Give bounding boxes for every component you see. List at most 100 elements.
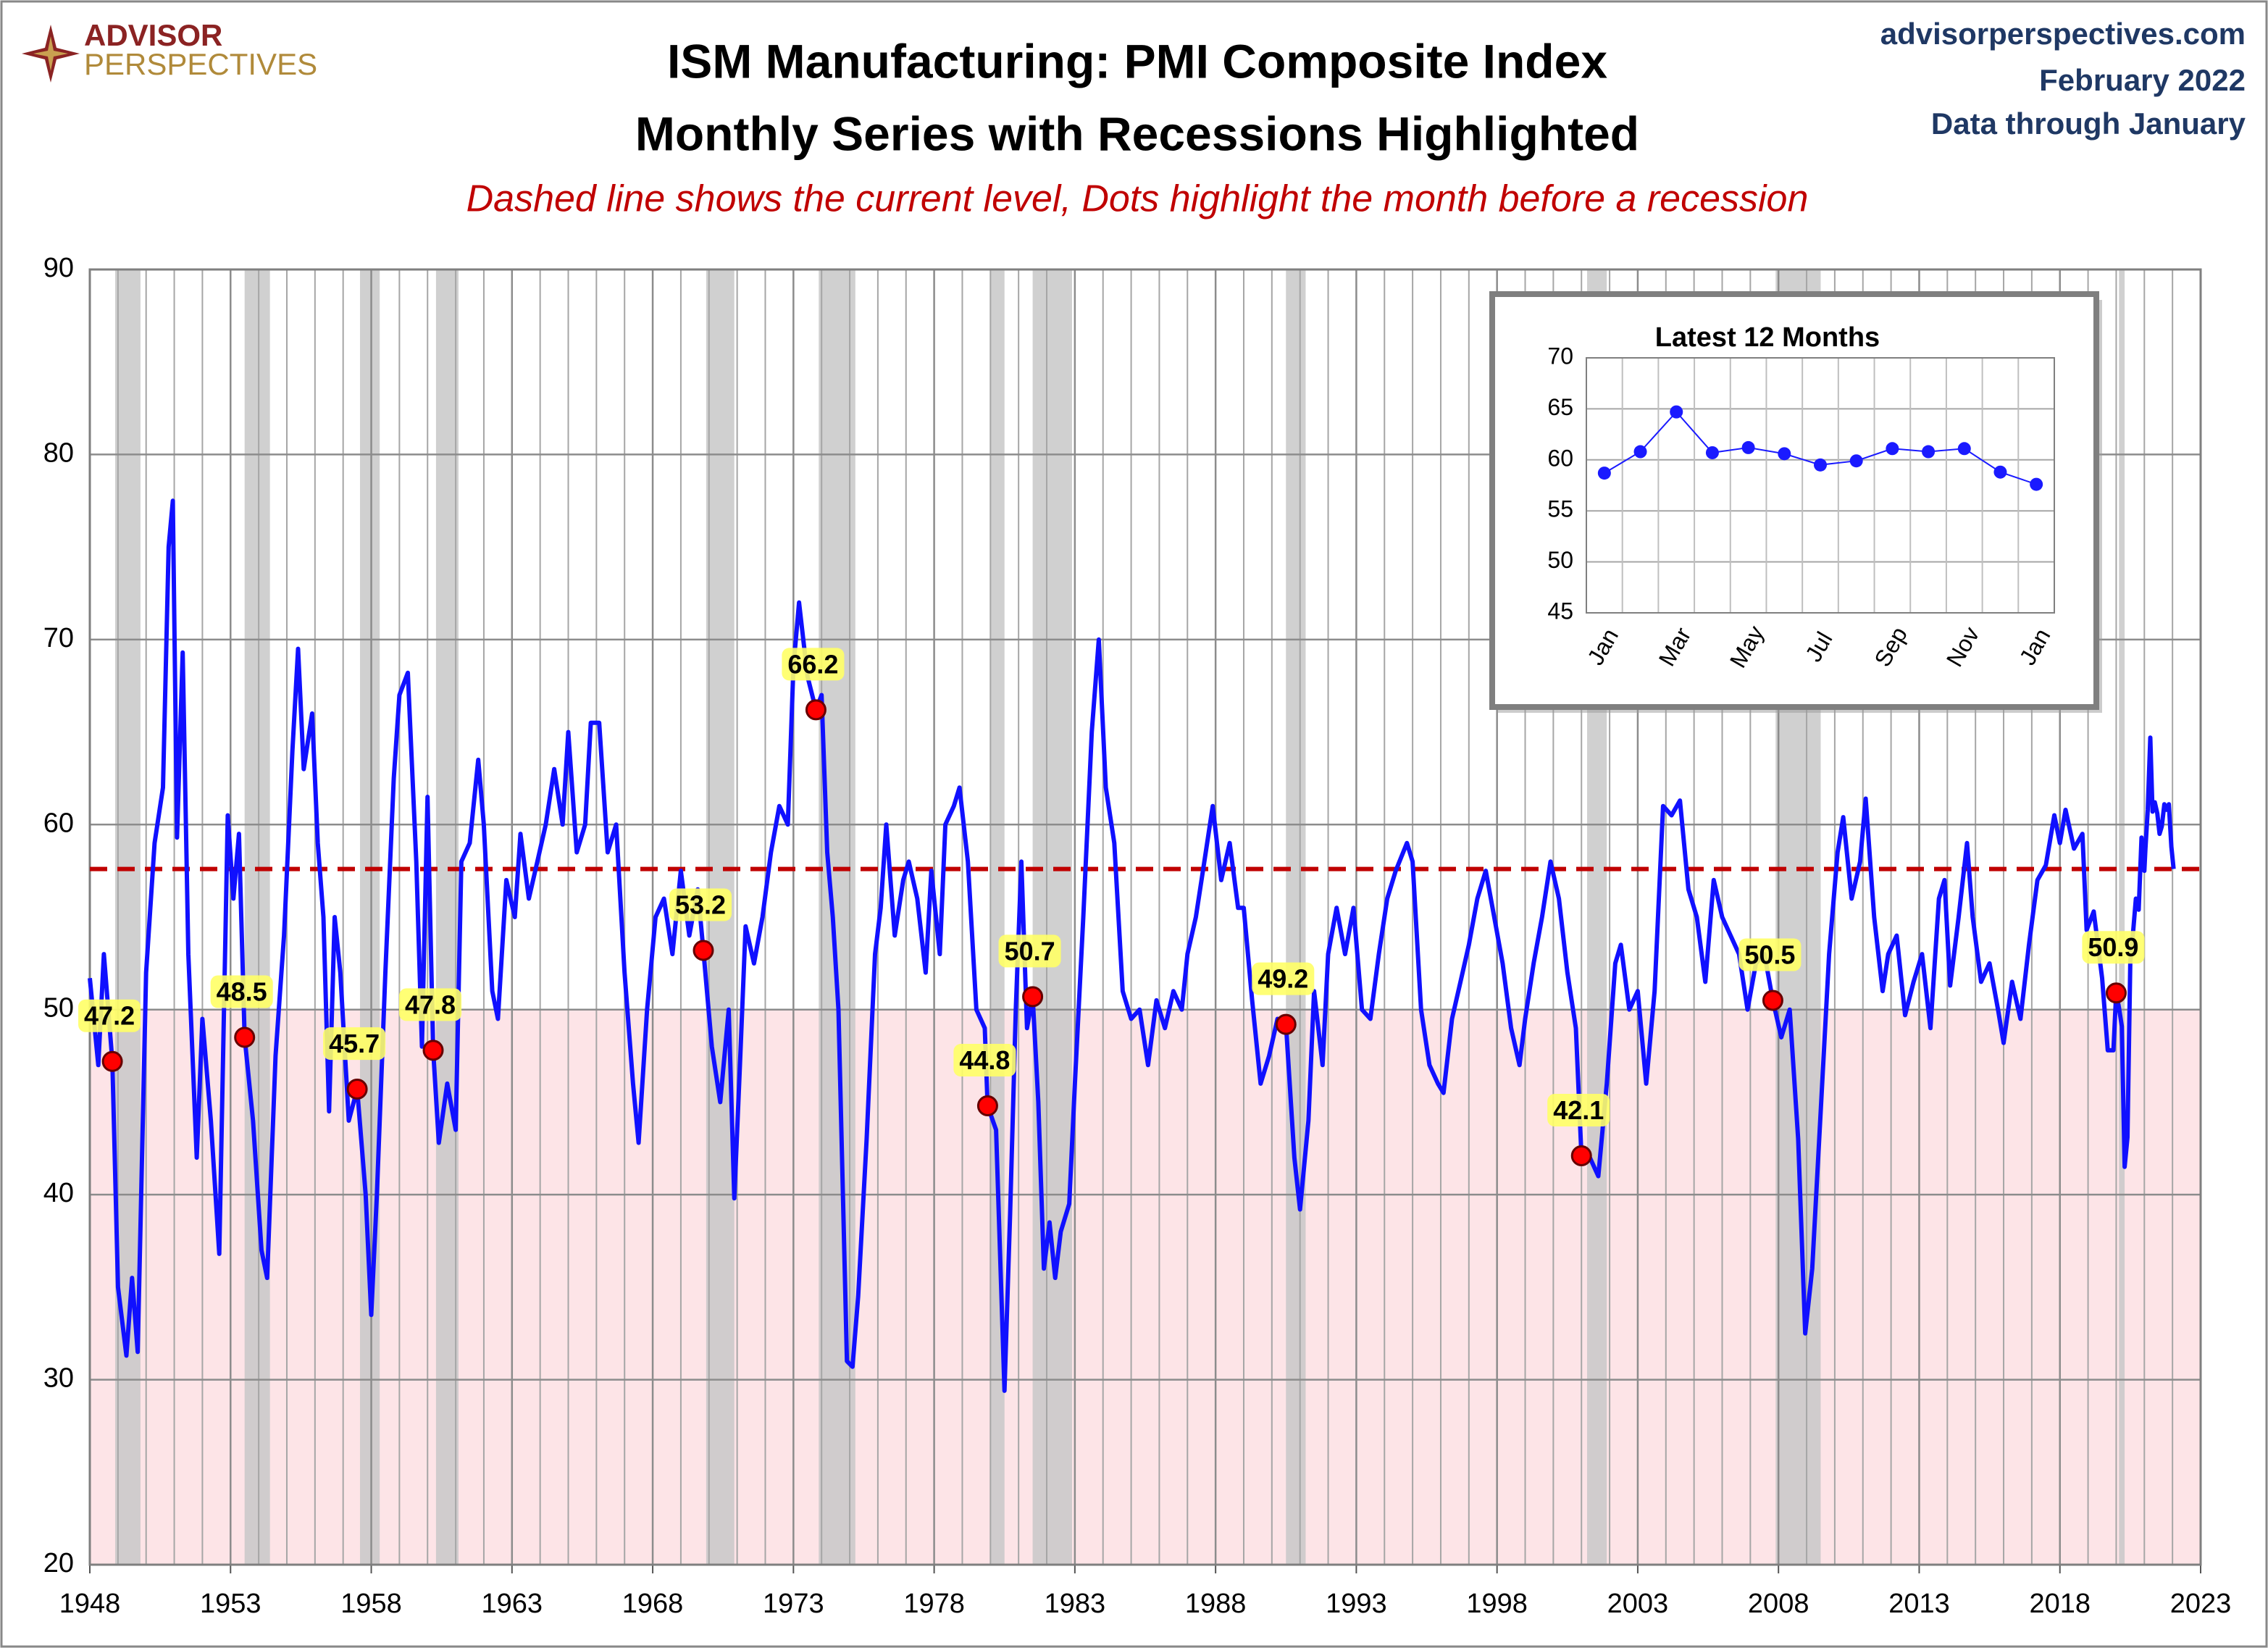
logo-compass-inner [33, 36, 68, 71]
logo-brand: PERSPECTIVES [84, 47, 317, 81]
pre-recession-dot [692, 940, 714, 961]
pre-recession-dot [976, 1095, 998, 1117]
pre-recession-dot [1275, 1013, 1297, 1035]
chart-title: ISM Manufacturing: PMI Composite Index [667, 34, 1607, 88]
inset-point [1597, 467, 1611, 480]
y-tick-label: 20 [43, 1548, 74, 1578]
inset-y-tick-label: 60 [1547, 445, 1573, 471]
inset-point [1993, 465, 2007, 479]
dot-label-background [998, 934, 1061, 968]
recession-band [244, 269, 270, 1565]
inset-plot-border [1586, 357, 2055, 614]
inset-point [1814, 458, 1827, 472]
pre-recession-dot [1570, 1145, 1592, 1167]
x-tick-label: 1993 [1326, 1589, 1387, 1619]
dot-label: 66.2 [787, 649, 838, 679]
inset-y-tick-label: 50 [1547, 547, 1573, 573]
dot-label: 53.2 [675, 890, 726, 919]
x-tick-label: 1953 [200, 1589, 261, 1619]
dot-label-background [2082, 931, 2145, 964]
x-tick-label: 1998 [1466, 1589, 1528, 1619]
x-tick-label: 1988 [1185, 1589, 1247, 1619]
x-tick-label: 1958 [340, 1589, 402, 1619]
pre-recession-dot [422, 1040, 444, 1061]
x-tick-label: 2023 [2170, 1589, 2232, 1619]
inset-point [1886, 442, 1899, 456]
recession-band [359, 269, 380, 1565]
inset-point [1957, 442, 1971, 456]
recession-band [2119, 269, 2125, 1565]
dot-label: 50.7 [1005, 936, 1055, 966]
logo: ADVISOR PERSPECTIVES [22, 18, 317, 83]
y-tick-label: 60 [43, 808, 74, 838]
dot-label-background [953, 1044, 1016, 1077]
recession-band [1286, 269, 1306, 1565]
x-tick-label: 1973 [763, 1589, 824, 1619]
dot-label-background [78, 999, 141, 1032]
inset-y-tick-label: 55 [1547, 496, 1573, 522]
inset-point [1705, 446, 1719, 459]
inset-point [1922, 445, 1936, 459]
dot-label: 47.8 [405, 990, 456, 1019]
dot-label: 50.5 [1744, 940, 1795, 969]
inset-point [1849, 454, 1863, 468]
y-tick-label: 40 [43, 1178, 74, 1208]
site: advisorperspectives.com [1880, 17, 2246, 51]
recession-band [114, 269, 141, 1565]
x-tick-label: 1963 [482, 1589, 543, 1619]
pre-recession-dot [805, 699, 827, 721]
pre-recession-dot [346, 1079, 368, 1100]
dot-label: 47.2 [84, 1001, 135, 1031]
y-tick-label: 90 [43, 253, 74, 283]
dot-label-background [323, 1027, 386, 1061]
recession-band [435, 269, 459, 1565]
dot-label-background [398, 988, 462, 1021]
dot-label: 49.2 [1258, 964, 1308, 994]
inset-y-tick-label: 45 [1547, 598, 1573, 624]
y-tick-label: 50 [43, 993, 74, 1024]
dot-label-background [210, 975, 273, 1008]
logo-brand: ADVISOR [84, 18, 222, 52]
y-tick-label: 30 [43, 1363, 74, 1394]
inset-point [1741, 440, 1755, 454]
x-tick-label: 1978 [903, 1589, 965, 1619]
inset-y-tick-label: 65 [1547, 394, 1573, 420]
dot-label: 48.5 [217, 977, 267, 1007]
recession-band [1032, 269, 1072, 1565]
dot-label: 42.1 [1553, 1095, 1604, 1125]
dot-label-background [669, 888, 732, 921]
dot-label-background [1252, 962, 1315, 995]
date: February 2022 [2039, 63, 2246, 97]
chart-note: Dashed line shows the current level, Dot… [466, 178, 1809, 220]
pre-recession-dot [234, 1026, 256, 1048]
inset-point [1633, 445, 1647, 459]
y-tick-label: 80 [43, 438, 74, 468]
x-tick-label: 1968 [622, 1589, 684, 1619]
dot-label: 44.8 [959, 1045, 1010, 1075]
pre-recession-dot [1022, 986, 1044, 1008]
x-tick-label: 2008 [1748, 1589, 1809, 1619]
x-tick-label: 2018 [2029, 1589, 2091, 1619]
x-tick-label: 1948 [59, 1589, 121, 1619]
dot-label-background [1547, 1094, 1610, 1127]
chart-subtitle: Monthly Series with Recessions Highlight… [635, 106, 1639, 160]
y-tick-label: 70 [43, 623, 74, 653]
inset-point [1670, 405, 1683, 419]
inset-box [1489, 291, 2099, 710]
inset-point [1778, 447, 1791, 461]
inset-title: Latest 12 Months [1655, 322, 1880, 353]
dot-label: 50.9 [2088, 932, 2138, 962]
data-through: Data through January [1931, 106, 2246, 141]
plot-border [88, 268, 2202, 1566]
x-tick-label: 2003 [1607, 1589, 1669, 1619]
pre-recession-dot [2105, 982, 2127, 1004]
inset-y-tick-label: 70 [1547, 343, 1573, 369]
series-line [88, 498, 2176, 1393]
dot-label: 45.7 [329, 1029, 380, 1058]
dot-label-background [782, 648, 845, 681]
dot-label-background [1738, 938, 1802, 971]
x-tick-label: 2013 [1888, 1589, 1950, 1619]
pre-recession-dot [1762, 990, 1783, 1011]
